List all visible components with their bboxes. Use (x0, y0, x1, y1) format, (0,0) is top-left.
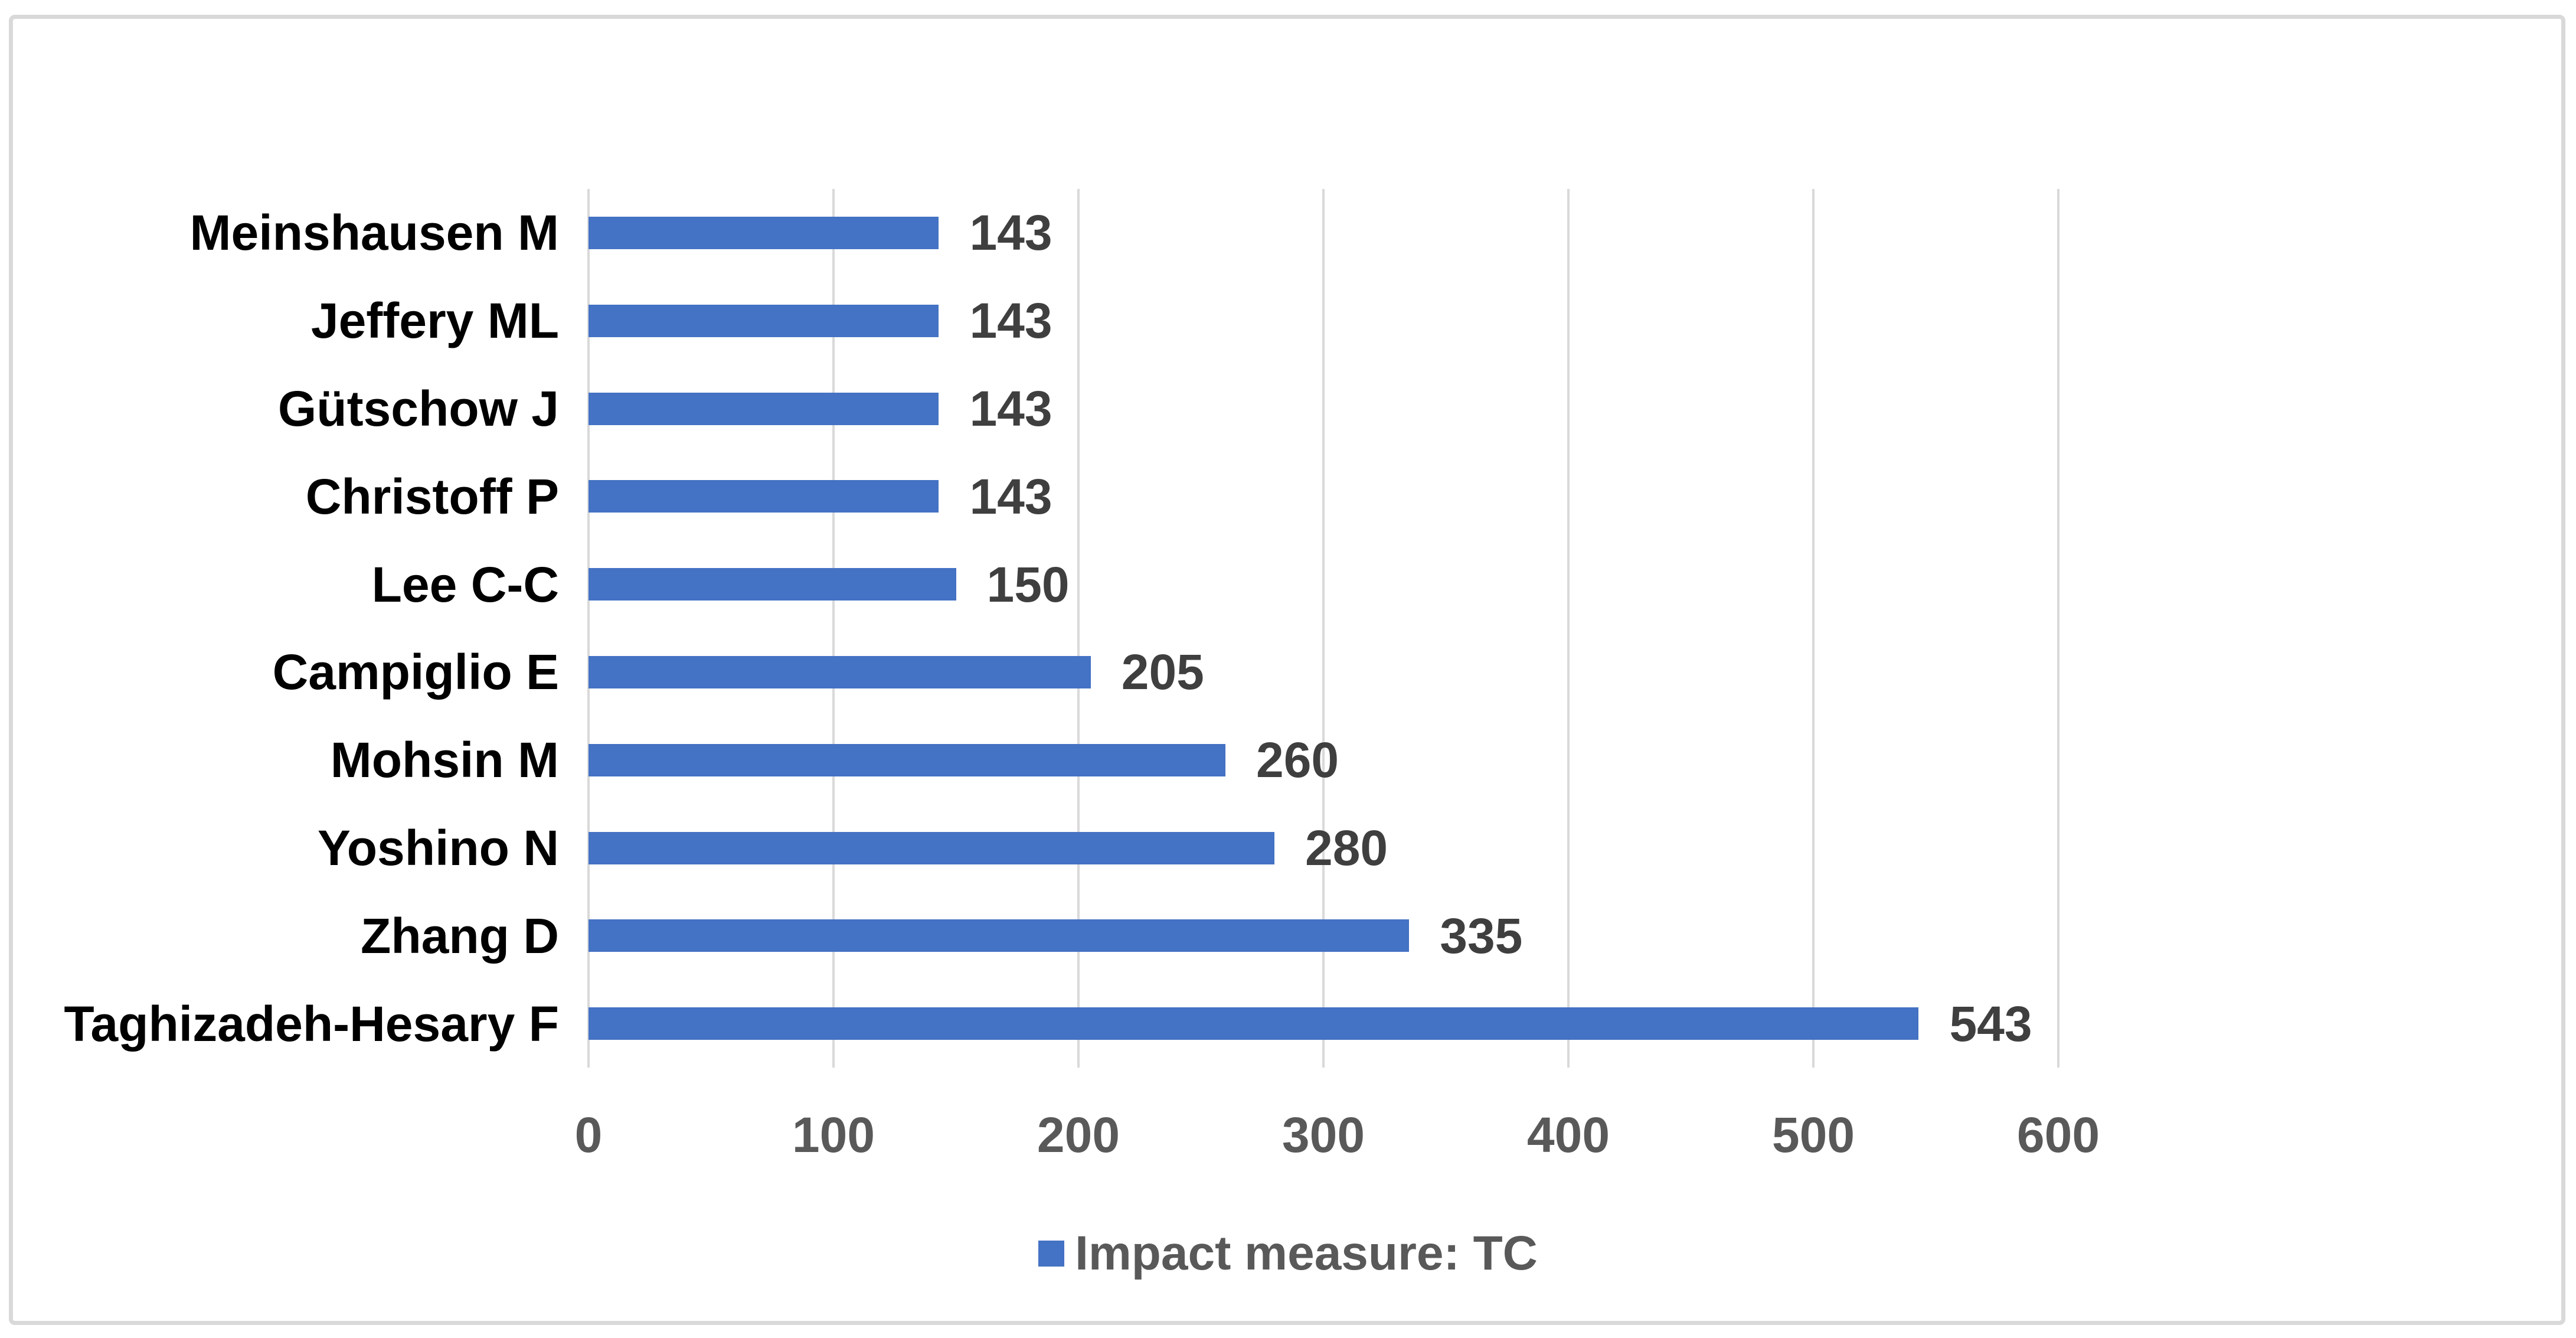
bar (589, 392, 939, 425)
legend-marker-square (1038, 1241, 1065, 1267)
bar (589, 919, 1410, 952)
gridline-x-100 (832, 189, 835, 1068)
bar (589, 216, 939, 249)
gridline-x-500 (1812, 189, 1815, 1068)
category-label: Campiglio E (272, 644, 559, 700)
bar-value-label: 143 (969, 381, 1052, 436)
category-label: Christoff P (305, 468, 559, 524)
bar-value-label: 543 (1949, 996, 2032, 1052)
bar (589, 831, 1274, 864)
bar-value-label: 143 (969, 293, 1052, 349)
gridline-x-300 (1322, 189, 1325, 1068)
bar (589, 655, 1091, 688)
category-label: Taghizadeh-Hesary F (64, 996, 559, 1052)
bar-value-label: 280 (1305, 820, 1388, 876)
x-tick-label: 0 (574, 1107, 603, 1163)
x-tick-label: 100 (792, 1107, 875, 1163)
gridline-x-400 (1567, 189, 1570, 1068)
bar (589, 743, 1225, 776)
bar (589, 480, 939, 513)
category-label: Zhang D (361, 908, 559, 964)
category-label: Yoshino N (317, 820, 559, 876)
x-tick-label: 600 (2016, 1107, 2100, 1163)
x-tick-label: 500 (1771, 1107, 1855, 1163)
bar-value-label: 260 (1256, 732, 1339, 788)
gridline-x-200 (1077, 189, 1080, 1068)
bar-value-label: 143 (969, 468, 1052, 524)
x-tick-label: 200 (1037, 1107, 1120, 1163)
category-label: Meinshausen M (189, 205, 559, 261)
x-tick-label: 400 (1526, 1107, 1610, 1163)
legend: Impact measure: TC (0, 1225, 2576, 1282)
category-label: Jeffery ML (310, 293, 559, 349)
gridline-x-600 (2057, 189, 2060, 1068)
bar (589, 1007, 1919, 1040)
x-tick-label: 300 (1282, 1107, 1365, 1163)
category-label: Gütschow J (277, 381, 559, 436)
category-label: Lee C-C (371, 556, 559, 612)
gridline-x-0 (587, 189, 590, 1068)
bar-value-label: 335 (1440, 908, 1523, 964)
category-label: Mohsin M (330, 732, 559, 788)
bar (589, 568, 956, 601)
legend-label: Impact measure: TC (1075, 1226, 1538, 1280)
bar-value-label: 150 (986, 556, 1070, 612)
bar (589, 304, 939, 337)
bar-value-label: 205 (1121, 644, 1204, 700)
bar-value-label: 143 (969, 205, 1052, 261)
